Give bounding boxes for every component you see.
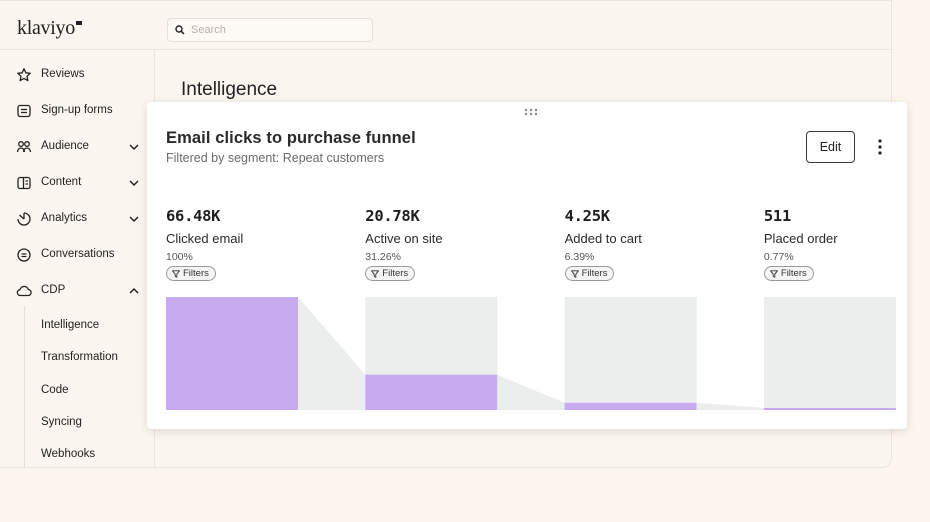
funnel-step: 20.78K Active on site 31.26% Filters [365,207,555,283]
sidebar-item-cdp[interactable]: CDP [0,274,155,308]
more-options-icon[interactable] [873,138,887,156]
sidebar-item-analytics[interactable]: Analytics [0,202,155,236]
step-value: 511 [763,207,791,225]
step-label: Placed order [763,231,838,246]
step-value: 4.25K [564,207,610,225]
bar-active-on-site [365,374,498,410]
step-label: Added to cart [564,231,642,246]
sidebar-item-label: Analytics [41,212,88,224]
funnel-step: 4.25K Added to cart 6.39% Filters [564,207,755,283]
sidebar-subitem-webhooks[interactable]: Webhooks [41,448,96,460]
bar-track [564,297,697,410]
step-percentage: 100% [166,251,193,263]
bar-clicked-email [166,297,298,410]
sidebar-item-audience[interactable]: Audience [0,130,155,164]
sidebar-item-label: Audience [41,140,89,152]
search-icon [175,25,185,35]
step-label: Active on site [365,231,443,246]
filters-label: Filters [382,268,409,279]
filter-icon [371,269,380,278]
sidebar-item-reviews[interactable]: Reviews [0,58,155,92]
step-value: 66.48K [166,207,221,225]
filters-label: Filters [581,268,608,279]
filter-icon [172,269,180,278]
page-title: Intelligence [181,79,278,100]
sidebar-item-content[interactable]: Content [0,166,155,200]
analytics-icon [17,212,31,226]
sidebar-item-conversations[interactable]: Conversations [0,238,155,272]
step-value: 20.78K [365,207,420,225]
sidebar-subitem-intelligence[interactable]: Intelligence [41,319,100,331]
content-icon [17,176,31,190]
funnel-step: 511 Placed order 0.77% Filters [763,207,930,283]
top-bar: klaviyo Search [0,0,891,50]
chevron-down-icon[interactable] [128,141,140,153]
funnel-chart [166,297,896,410]
sidebar-subitem-transformation[interactable]: Transformation [41,351,118,363]
edit-button[interactable]: Edit [806,131,855,163]
drag-handle-icon[interactable] [524,108,538,116]
bar-added-to-cart [564,402,697,410]
sidebar-item-label: Reviews [41,68,85,80]
sidebar: Reviews Sign-up forms Audience Content A… [0,50,155,467]
klaviyo-logo[interactable]: klaviyo [17,17,82,40]
funnel-step: 66.48K Clicked email 100% Filters [166,207,356,283]
search-placeholder: Search [191,24,226,36]
sidebar-subitem-code[interactable]: Code [41,384,69,396]
chevron-down-icon[interactable] [128,213,140,225]
card-title: Email clicks to purchase funnel [166,129,416,147]
funnel-connector [298,297,366,410]
chevron-down-icon[interactable] [128,177,140,189]
chevron-up-icon[interactable] [128,285,140,297]
conversations-icon [17,248,31,262]
sidebar-item-label: Conversations [41,248,115,260]
sidebar-subitem-syncing[interactable]: Syncing [41,416,82,428]
filters-button[interactable]: Filters [564,266,615,281]
step-percentage: 31.26% [365,251,401,263]
filters-label: Filters [780,268,807,279]
form-icon [17,104,31,118]
funnel-connector [696,402,764,410]
step-percentage: 0.77% [763,251,794,263]
funnel-card: Email clicks to purchase funnel Filtered… [147,102,907,429]
bar-placed-order [763,408,896,410]
sidebar-item-label: Content [41,176,82,188]
star-icon [17,68,31,82]
audience-icon [16,141,32,153]
filters-button[interactable]: Filters [763,266,814,281]
search-input[interactable]: Search [167,18,373,42]
filters-button[interactable]: Filters [365,266,416,281]
submenu-guide-line [24,306,25,467]
filters-button[interactable]: Filters [166,266,216,281]
filters-label: Filters [183,268,209,279]
filter-icon [570,269,579,278]
step-percentage: 6.39% [564,251,595,263]
sidebar-item-label: CDP [41,284,66,296]
bar-track [763,297,896,410]
sidebar-item-label: Sign-up forms [41,104,113,116]
funnel-connector [497,374,565,410]
filter-icon [769,269,778,278]
step-label: Clicked email [166,231,244,246]
sidebar-item-signup-forms[interactable]: Sign-up forms [0,94,155,128]
cloud-icon [16,285,32,297]
card-subtitle: Filtered by segment: Repeat customers [166,151,385,165]
